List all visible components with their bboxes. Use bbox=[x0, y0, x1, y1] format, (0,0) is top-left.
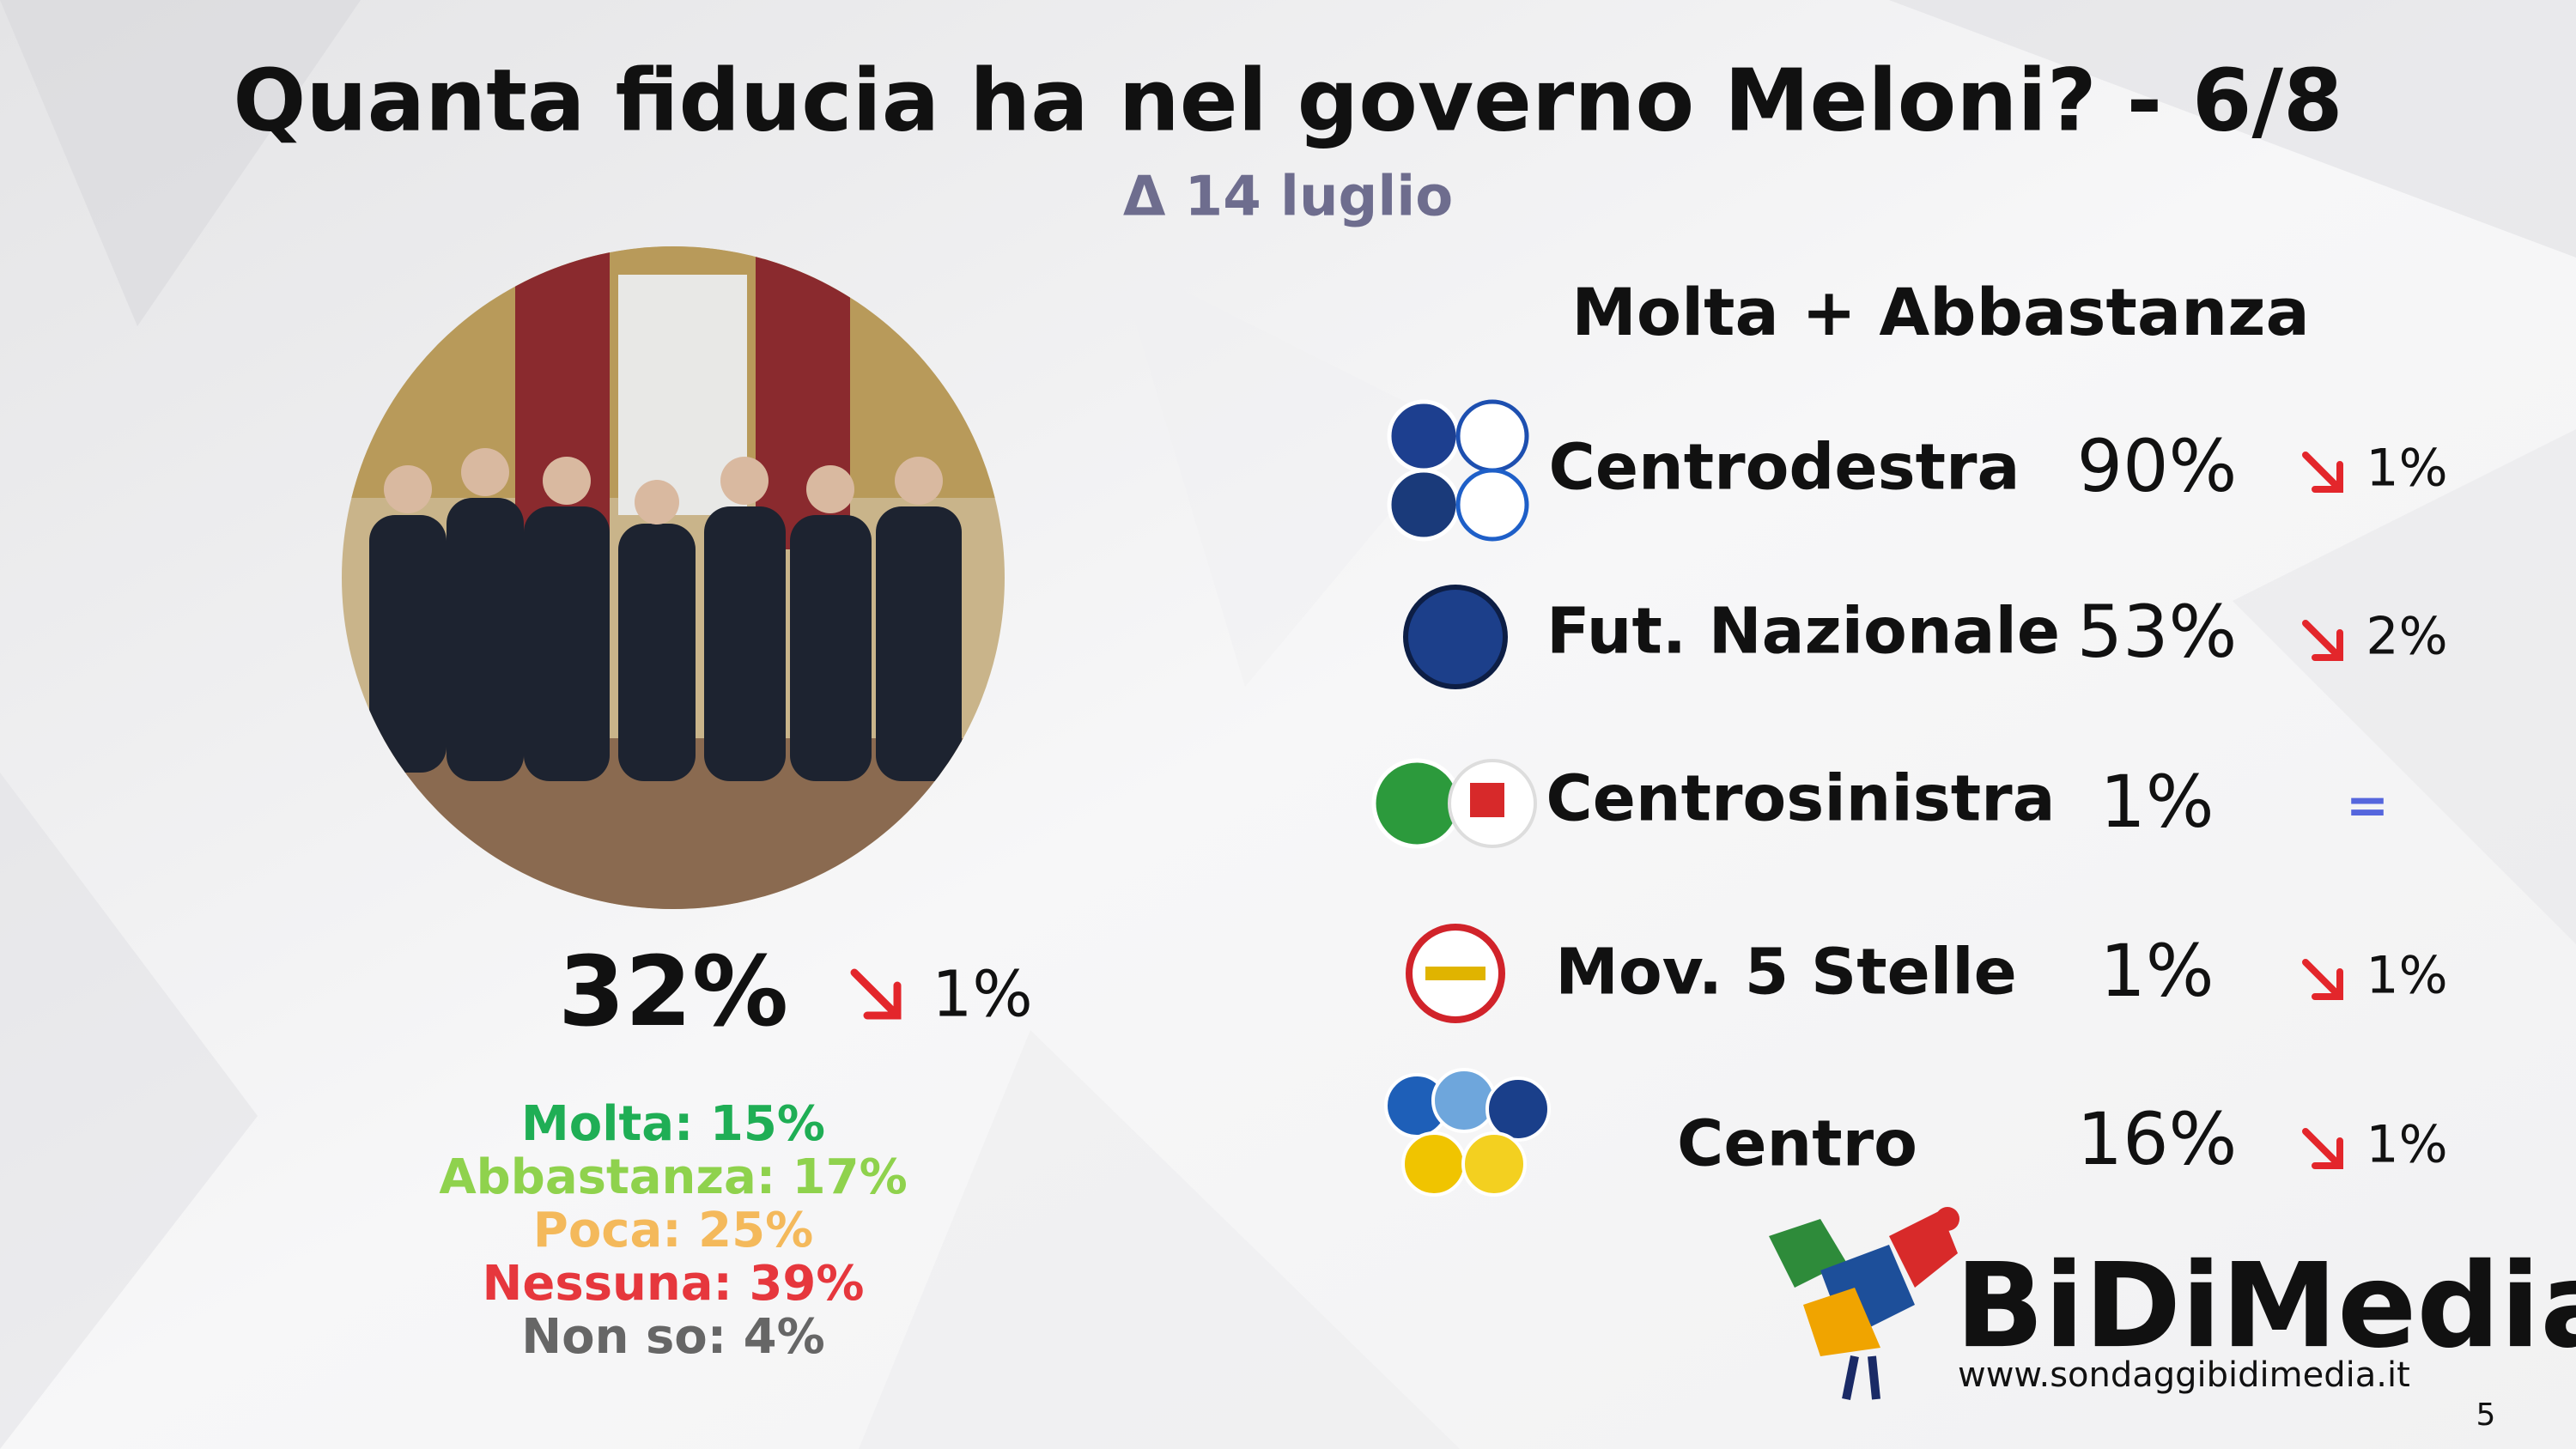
party-change: 2% bbox=[2366, 607, 2447, 667]
party-value: 1% bbox=[2099, 929, 2214, 1013]
party-change: = bbox=[2346, 776, 2389, 836]
breakdown-item: Molta: 15% bbox=[521, 1096, 825, 1152]
party-value: 53% bbox=[2077, 590, 2238, 674]
party-value: 90% bbox=[2077, 424, 2238, 508]
table-rows: Centrodestra 90% 1% Fut. Nazionale 53% 2… bbox=[1546, 424, 2447, 1181]
change-arrows bbox=[2302, 452, 2343, 1169]
party-name: Centro bbox=[1677, 1107, 1917, 1181]
photo bbox=[342, 246, 1005, 909]
party-name: Fut. Nazionale bbox=[1546, 595, 2060, 669]
breakdown-item: Non so: 4% bbox=[521, 1309, 824, 1365]
subtitle: Δ 14 luglio bbox=[1123, 166, 1453, 229]
overall-change: 1% bbox=[932, 958, 1032, 1032]
table-heading: Molta + Abbastanza bbox=[1571, 274, 2310, 350]
overall-value: 32% bbox=[558, 937, 788, 1048]
party-change: 1% bbox=[2366, 1115, 2447, 1175]
brand-url: www.sondaggibidimedia.it bbox=[1958, 1355, 2410, 1395]
brand-logo bbox=[1769, 1207, 1959, 1400]
party-name: Mov. 5 Stelle bbox=[1555, 936, 2017, 1009]
party-change: 1% bbox=[2366, 946, 2447, 1006]
down-arrow bbox=[850, 968, 902, 1020]
party-name: Centrodestra bbox=[1549, 431, 2020, 505]
breakdown-item: Abbastanza: 17% bbox=[439, 1149, 907, 1205]
breakdown-item: Poca: 25% bbox=[533, 1203, 813, 1258]
breakdown-item: Nessuna: 39% bbox=[483, 1256, 865, 1312]
party-logos bbox=[1371, 399, 1551, 1197]
brand-name: BiDiMedia bbox=[1955, 1239, 2576, 1374]
party-value: 16% bbox=[2077, 1097, 2238, 1181]
page-number: 5 bbox=[2476, 1397, 2496, 1433]
party-change: 1% bbox=[2366, 439, 2447, 499]
title: Quanta fiducia ha nel governo Meloni? - … bbox=[233, 50, 2342, 150]
party-value: 1% bbox=[2099, 760, 2214, 844]
party-name: Centrosinistra bbox=[1546, 762, 2055, 836]
